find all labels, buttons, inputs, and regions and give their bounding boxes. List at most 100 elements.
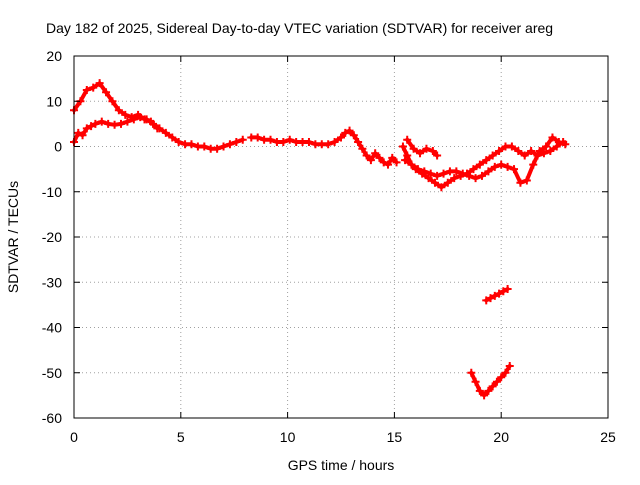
data-point: [488, 151, 497, 160]
data-point: [514, 147, 523, 156]
data-point: [401, 156, 410, 165]
series-group: [482, 285, 512, 305]
data-point: [102, 88, 111, 97]
data-point: [546, 147, 555, 156]
data-point: [341, 128, 350, 137]
x-tick-label: 25: [600, 429, 616, 445]
data-point: [499, 287, 508, 296]
data-point: [443, 178, 452, 187]
data-point: [437, 183, 446, 192]
data-point: [330, 137, 339, 146]
data-point: [155, 124, 164, 133]
data-point: [337, 133, 345, 142]
data-point: [187, 140, 196, 149]
data-point: [471, 174, 480, 183]
data-point: [497, 160, 506, 169]
data-point: [375, 153, 384, 162]
data-point: [516, 178, 525, 187]
data-layer: [70, 79, 570, 400]
data-point: [285, 135, 294, 144]
data-point: [383, 160, 392, 169]
x-tick-label: 0: [70, 429, 78, 445]
tick-layer: 0 5 10 15 20 25 20 10 0 -10 -20 -30 -40 -50 -60: [42, 48, 616, 445]
data-point: [490, 291, 499, 300]
data-point: [552, 142, 561, 151]
y-tick-label: -20: [42, 229, 62, 245]
data-point: [527, 147, 536, 156]
data-point: [371, 149, 380, 158]
data-point: [238, 135, 247, 144]
y-axis-label: SDTVAR / TECUs: [5, 181, 21, 293]
data-point: [388, 153, 397, 162]
data-point: [149, 119, 158, 128]
data-point: [142, 115, 151, 124]
data-point: [424, 174, 433, 183]
data-point: [539, 149, 548, 158]
data-point: [407, 160, 416, 169]
data-point: [430, 178, 439, 187]
data-point: [413, 165, 422, 174]
y-tick-label: 0: [54, 139, 62, 155]
x-tick-label: 5: [177, 429, 185, 445]
data-point: [484, 167, 493, 176]
data-point: [490, 162, 499, 171]
data-point: [503, 285, 512, 294]
data-point: [74, 128, 83, 137]
data-point: [482, 156, 491, 165]
data-point: [467, 368, 476, 377]
data-point: [503, 162, 512, 171]
data-point: [426, 169, 435, 178]
data-point: [403, 135, 412, 144]
data-point: [529, 160, 538, 169]
data-point: [522, 176, 531, 185]
data-point: [505, 361, 514, 370]
data-point: [225, 140, 234, 149]
data-point: [279, 137, 288, 146]
data-point: [542, 142, 551, 151]
data-point: [554, 137, 563, 146]
data-point: [465, 171, 474, 180]
data-point: [345, 126, 354, 135]
data-point: [219, 142, 228, 151]
data-point: [469, 165, 478, 174]
data-point: [439, 169, 448, 178]
data-point: [403, 151, 412, 160]
data-point: [358, 144, 367, 153]
data-point: [471, 377, 480, 386]
x-tick-label: 20: [493, 429, 509, 445]
data-point: [507, 142, 516, 151]
data-point: [561, 140, 570, 149]
data-point: [324, 140, 333, 149]
data-point: [510, 165, 519, 174]
data-point: [422, 144, 431, 153]
data-point: [232, 137, 241, 146]
data-point: [501, 368, 510, 377]
data-point: [482, 296, 491, 305]
data-point: [89, 83, 98, 92]
data-point: [420, 167, 429, 176]
series-group: [467, 361, 514, 400]
data-point: [91, 119, 100, 128]
data-point: [87, 122, 96, 131]
series-group: [398, 137, 568, 192]
data-point: [129, 115, 138, 124]
series-line: [469, 364, 512, 398]
data-point: [450, 174, 459, 183]
data-point: [497, 373, 506, 382]
data-point: [168, 133, 177, 142]
data-point: [488, 382, 497, 391]
data-point: [161, 128, 170, 137]
data-point: [475, 386, 484, 395]
data-point: [354, 137, 363, 146]
data-point: [121, 110, 130, 119]
data-point: [409, 144, 418, 153]
data-point: [379, 158, 388, 167]
data-point: [520, 151, 529, 160]
x-axis-label: GPS time / hours: [288, 457, 395, 473]
data-point: [458, 169, 467, 178]
data-point: [475, 160, 484, 169]
data-point: [108, 97, 117, 106]
data-point: [95, 79, 104, 88]
data-point: [349, 131, 358, 140]
